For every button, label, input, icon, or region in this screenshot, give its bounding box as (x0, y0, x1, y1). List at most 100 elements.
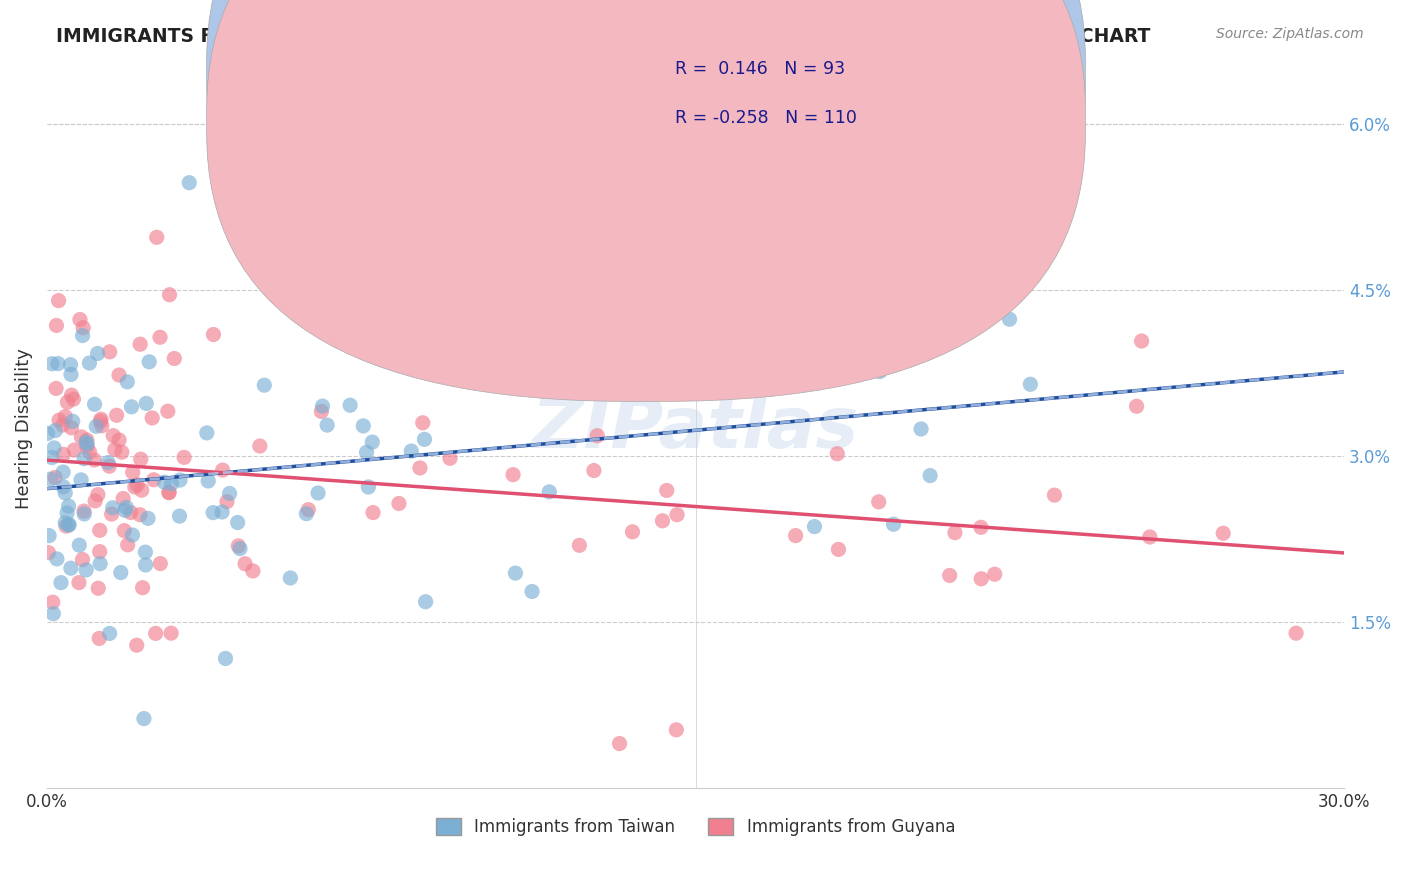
Point (129, 452, 152, 467)
Point (229, 541, 252, 556)
Point (53, 486, 76, 500)
Point (42, 607, 65, 621)
Point (197, 474, 219, 488)
Point (609, 737, 631, 751)
Point (121, 400, 143, 414)
Point (117, 538, 139, 552)
Point (356, 445, 378, 459)
Point (827, 542, 849, 557)
Point (70, 430, 93, 444)
Point (1043, 488, 1066, 502)
Point (131, 483, 153, 498)
Point (134, 545, 156, 559)
Point (73, 451, 96, 466)
Point (83, 453, 105, 467)
Point (145, 626, 167, 640)
Point (202, 327, 225, 342)
Point (56, 506, 79, 520)
Point (89, 544, 111, 558)
Text: IMMIGRANTS FROM TAIWAN VS IMMIGRANTS FROM GUYANA HEARING DISABILITY CORRELATION : IMMIGRANTS FROM TAIWAN VS IMMIGRANTS FRO… (56, 27, 1150, 45)
Point (1125, 399, 1147, 413)
Point (79, 356, 101, 370)
Point (76, 433, 98, 447)
Point (297, 502, 319, 516)
Point (249, 439, 271, 453)
Text: R =  0.146   N = 93: R = 0.146 N = 93 (675, 60, 845, 78)
Point (52, 480, 75, 494)
Point (505, 566, 527, 581)
Point (159, 287, 181, 301)
Point (179, 176, 201, 190)
Point (112, 524, 135, 538)
Point (163, 351, 186, 366)
Point (361, 506, 384, 520)
Point (149, 557, 172, 571)
Point (943, 525, 966, 540)
Point (39, 472, 62, 486)
Point (84, 494, 107, 508)
Point (67, 575, 90, 590)
Point (52, 447, 75, 461)
Point (233, 557, 256, 571)
Point (72, 328, 94, 343)
Point (983, 567, 1005, 582)
Point (661, 343, 683, 357)
Point (58, 499, 80, 513)
Point (156, 404, 179, 418)
Point (37, 426, 59, 441)
Point (41, 450, 63, 465)
Text: R = -0.258   N = 110: R = -0.258 N = 110 (675, 109, 856, 127)
Point (149, 330, 172, 344)
Point (280, 571, 302, 585)
Point (59, 561, 82, 575)
Point (135, 396, 157, 410)
Point (89, 632, 111, 646)
Point (83, 397, 105, 411)
Y-axis label: Hearing Disability: Hearing Disability (15, 348, 32, 508)
Point (413, 433, 436, 447)
Point (138, 355, 160, 369)
Point (45, 552, 67, 566)
Point (129, 337, 152, 351)
Point (89, 557, 111, 571)
Point (76, 440, 98, 454)
Point (215, 494, 238, 508)
Point (120, 506, 142, 520)
Point (883, 324, 905, 338)
Point (311, 399, 333, 413)
Point (53, 409, 76, 424)
Point (73, 507, 96, 521)
Point (73, 504, 96, 518)
Point (226, 516, 249, 530)
Point (100, 507, 122, 521)
Point (115, 500, 138, 515)
Point (135, 558, 157, 572)
Point (67, 538, 90, 552)
Point (785, 528, 807, 542)
Point (160, 476, 183, 491)
Point (101, 500, 124, 515)
Point (415, 595, 437, 609)
Point (136, 511, 159, 525)
Point (108, 368, 131, 382)
Point (129, 508, 152, 522)
Point (125, 638, 148, 652)
Point (357, 480, 380, 494)
Point (98, 459, 121, 474)
Point (62, 392, 84, 406)
Point (825, 447, 848, 461)
Point (562, 362, 585, 376)
Point (90, 418, 112, 433)
Point (98, 626, 121, 640)
Point (586, 428, 609, 442)
Point (117, 375, 139, 389)
Point (87, 487, 110, 501)
Point (998, 312, 1021, 326)
Point (666, 508, 689, 522)
Point (1212, 526, 1234, 541)
Point (311, 404, 333, 418)
Point (41, 357, 63, 371)
Point (89, 414, 111, 428)
Point (75, 563, 97, 577)
Point (114, 503, 136, 517)
